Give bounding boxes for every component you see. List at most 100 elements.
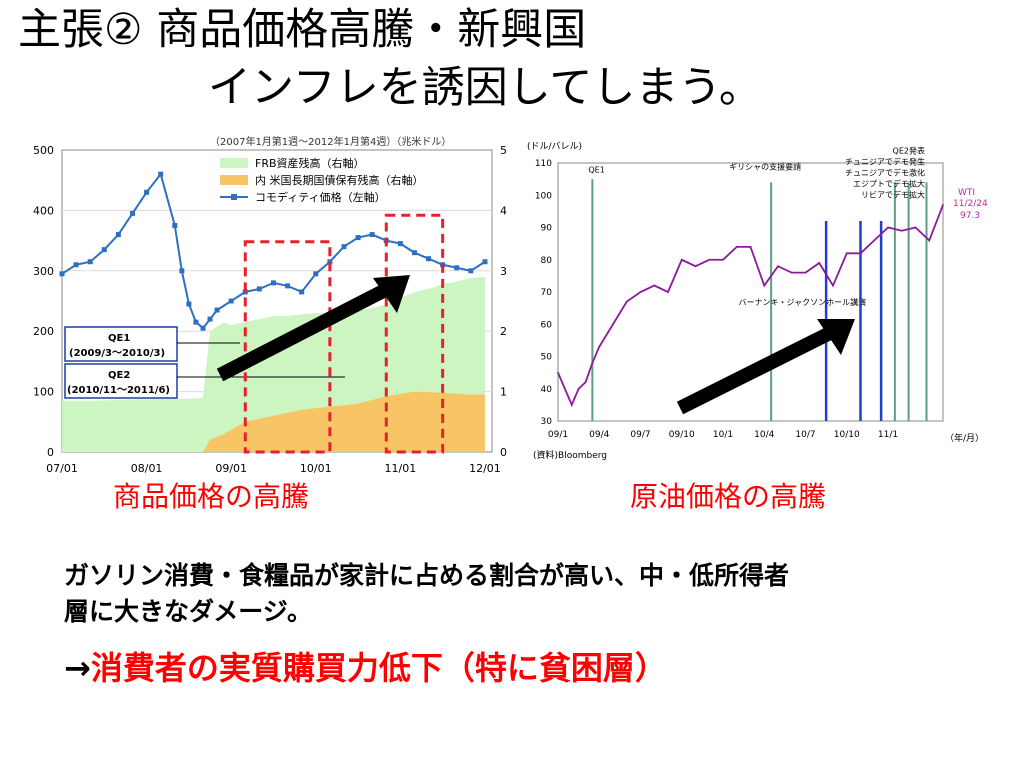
body-text-line2: 層に大きなダメージ。 [64, 597, 313, 626]
qe2-highlight-box [384, 213, 445, 454]
event-label: エジプトでデモ拡大 [853, 178, 925, 188]
wti-price-point [591, 362, 594, 364]
commodity-price-point [186, 301, 192, 307]
wti-x-tick-label: 10/4 [754, 430, 774, 440]
event-label: バーナンキ・ジャクソンホール講演 [739, 297, 867, 307]
wti-price-point [763, 284, 766, 287]
wti-y-tick-label: 40 [541, 385, 553, 395]
left-y-tick-label: 400 [33, 204, 54, 217]
wti-x-tick-label: 09/7 [630, 430, 650, 440]
wti-end-date: 11/2/24 [953, 199, 988, 209]
commodity-rise-arrow [216, 275, 410, 382]
wti-price-point [887, 226, 889, 229]
right-y-axis-ticks: 0 1 2 3 4 5 [500, 144, 507, 459]
left-x-tick-label: 11/01 [385, 462, 417, 475]
commodity-price-point [426, 256, 432, 262]
wti-price-point [667, 291, 669, 293]
wti-price-point [564, 387, 566, 390]
wti-price-point [680, 258, 683, 261]
commodity-price-point [313, 271, 319, 277]
legend-frb-label: FRB資産残高（右軸） [255, 156, 365, 170]
wti-price-point [942, 204, 944, 206]
wti-price-point [625, 300, 628, 303]
left-x-tick-label: 09/01 [215, 462, 247, 475]
commodity-price-point [207, 316, 213, 322]
event-label: リビアでデモ拡大 [861, 189, 925, 199]
slide-title-line1: 主張② 商品価格高騰・新興国 [18, 5, 587, 55]
commodity-price-point [193, 319, 199, 325]
conclusion-arrow: → [64, 649, 91, 687]
wti-price-point [845, 252, 848, 255]
right-y-tick-label: 4 [500, 204, 507, 217]
wti-x-tick-label: 10/7 [795, 430, 815, 440]
commodity-price-point [270, 280, 276, 286]
commodity-price-path [61, 171, 486, 330]
wti-y-tick-label: 60 [541, 320, 553, 330]
left-y-tick-label: 0 [47, 446, 54, 459]
left-x-tick-label: 10/01 [300, 462, 332, 475]
wti-price-point [914, 226, 917, 229]
caption-commodity-rise: 商品価格の高騰 [113, 480, 310, 513]
wti-y-tick-label: 30 [541, 417, 553, 427]
commodity-price-point [115, 232, 121, 238]
wti-price-path [557, 204, 944, 408]
commodity-price-point [369, 232, 375, 238]
wti-price-point [653, 284, 656, 287]
right-y-tick-label: 2 [500, 325, 507, 338]
commodity-price-point [200, 325, 206, 331]
wti-price-point [900, 229, 903, 232]
commodity-price-point [144, 189, 150, 195]
wti-price-point [859, 252, 862, 255]
wti-end-label: WTI 11/2/24 97.3 [953, 188, 988, 221]
wti-y-tick-label: 50 [541, 353, 553, 363]
commodity-price-point [341, 244, 347, 250]
caption-oil-rise: 原油価格の高騰 [630, 480, 827, 513]
wti-end-value: 97.3 [960, 211, 980, 221]
wti-y-tick-label: 90 [541, 224, 553, 234]
body-text-line1: ガソリン消費・食糧品が家計に占める割合が高い、中・低所得者 [64, 561, 790, 590]
event-label: ギリシャの支援要請 [729, 161, 801, 171]
commodity-price-point [158, 171, 164, 177]
wti-price-point [873, 239, 876, 242]
event-label: QE1 [588, 166, 604, 175]
qe2-range: (2010/11〜2011/6) [67, 385, 170, 396]
qe1-highlight-box [243, 240, 332, 454]
qe1-range: (2009/3〜2010/3) [69, 348, 165, 359]
left-x-tick-label: 12/01 [469, 462, 501, 475]
wti-x-tick-label: 09/10 [669, 430, 695, 440]
legend-commodity-label: コモディティ価格（左軸） [255, 190, 386, 204]
commodity-frb-chart: （2007年1月第1週〜2012年1月第4週）（兆米ドル） 0100200300… [33, 135, 507, 475]
wti-price-point [804, 271, 807, 274]
commodity-price-point [355, 235, 361, 241]
wti-price-point [570, 404, 573, 406]
wti-end-name: WTI [958, 188, 975, 198]
wti-price-point [694, 265, 697, 267]
legend-treasury-swatch [220, 175, 248, 185]
wti-price-point [639, 291, 642, 293]
treasury-holdings-area [202, 391, 485, 452]
wti-y-tick-label: 80 [541, 256, 553, 266]
commodity-price-point [482, 259, 488, 265]
qe1-label: QE1 [108, 333, 130, 344]
wti-price-point [584, 381, 587, 384]
wti-price-point [598, 346, 601, 348]
event-label: QE2発表 [893, 145, 925, 155]
wti-price-point [818, 262, 821, 264]
right-y-tick-label: 5 [500, 144, 507, 157]
left-x-axis-ticks: 07/01 08/01 09/01 10/01 11/01 12/01 [46, 462, 501, 475]
commodity-price-point [101, 247, 107, 253]
event-label: チュニジアでデモ発生 [845, 156, 925, 166]
right-plot-area [557, 162, 944, 422]
commodity-price-point [454, 265, 460, 271]
commodity-price-point [129, 210, 135, 216]
commodity-price-point [73, 262, 79, 268]
commodity-price-point [59, 271, 65, 277]
left-y-tick-label: 200 [33, 325, 54, 338]
wti-x-tick-label: 10/10 [834, 430, 860, 440]
commodity-price-point [179, 268, 185, 274]
commodity-price-point [299, 289, 305, 295]
qe2-annotation: QE2 (2010/11〜2011/6) [64, 363, 345, 399]
event-label: チュニジアでデモ激化 [845, 167, 925, 177]
left-x-tick-label: 07/01 [46, 462, 78, 475]
